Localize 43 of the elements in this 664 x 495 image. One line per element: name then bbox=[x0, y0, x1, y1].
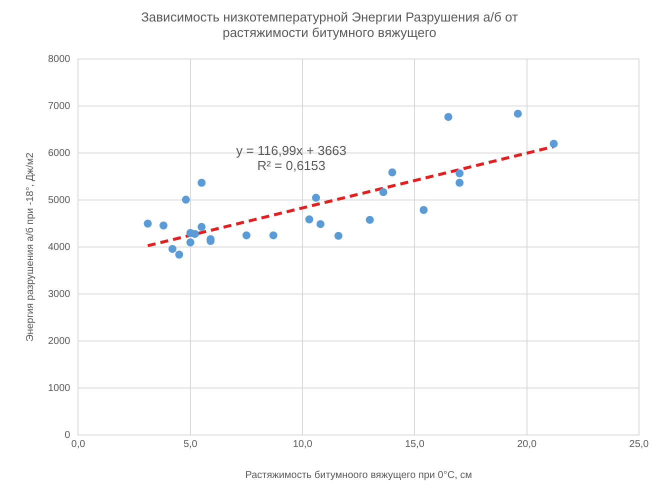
y-tick-label: 7000 bbox=[48, 100, 71, 112]
point bbox=[269, 231, 278, 240]
y-tick-label: 2000 bbox=[48, 336, 71, 347]
point bbox=[168, 244, 176, 253]
chart-title: Зависимость низкотемпературной Энергии Разрушения а/б от растяжимости битумного вяжущего bbox=[141, 9, 518, 40]
point bbox=[159, 221, 168, 230]
point bbox=[198, 222, 206, 231]
point bbox=[456, 169, 464, 178]
point bbox=[182, 196, 190, 204]
annotation: y = 116,99x + 3663 bbox=[236, 142, 347, 158]
point bbox=[316, 220, 324, 228]
point bbox=[312, 194, 320, 202]
point bbox=[420, 206, 428, 214]
point bbox=[550, 140, 558, 148]
y-tick-label: 6000 bbox=[48, 148, 71, 159]
annotation: R² = 0,6153 bbox=[257, 158, 326, 173]
point bbox=[305, 215, 314, 224]
point bbox=[366, 216, 374, 224]
point bbox=[444, 112, 452, 121]
x-tick-label: 25,0 bbox=[629, 438, 650, 450]
x-tick-label: 10,0 bbox=[292, 438, 313, 450]
point bbox=[144, 220, 152, 228]
point bbox=[242, 231, 250, 240]
x-tick-label: 5,0 bbox=[183, 438, 198, 450]
y-tick-label: 0 bbox=[64, 430, 71, 441]
y-axis-title: Энергия разрушения а/б при -18°, Дж/м2 bbox=[24, 152, 36, 342]
y-tick-label: 4000 bbox=[48, 242, 71, 253]
point bbox=[175, 250, 184, 259]
x-tick-label: 0,0 bbox=[71, 438, 86, 450]
y-tick-label: 5000 bbox=[48, 194, 71, 206]
y-tick-label: 1000 bbox=[48, 382, 71, 394]
y-tick-label: 8000 bbox=[48, 54, 71, 65]
point bbox=[334, 232, 342, 240]
point bbox=[514, 110, 522, 118]
x-tick-label: 20,0 bbox=[517, 438, 538, 450]
x-axis-title: Растяжимость битумноого вяжущего при 0°С, см bbox=[245, 470, 472, 481]
y-tick-label: 3000 bbox=[48, 288, 71, 300]
point bbox=[186, 238, 194, 246]
point bbox=[379, 188, 388, 196]
point bbox=[456, 178, 464, 187]
point bbox=[388, 168, 396, 176]
point bbox=[198, 178, 206, 187]
x-tick-label: 15,0 bbox=[404, 438, 425, 450]
